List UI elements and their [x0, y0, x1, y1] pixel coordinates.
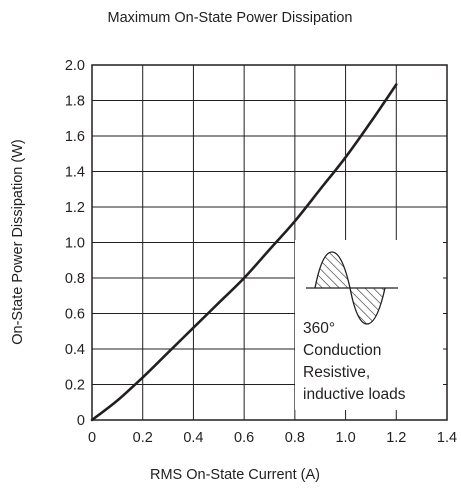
annotation-line-1: 360°	[303, 320, 335, 337]
x-tick-label: 0.6	[234, 430, 254, 446]
chart-title: Maximum On-State Power Dissipation	[108, 10, 353, 26]
y-tick-label: 1.6	[65, 129, 85, 145]
hatched-sine-wave-icon	[306, 251, 398, 325]
x-axis-label: RMS On-State Current (A)	[150, 467, 320, 483]
x-tick-label: 1.4	[437, 430, 457, 446]
y-tick-label: 1.2	[65, 200, 85, 216]
plot-area-frame	[91, 64, 448, 421]
x-tick-label: 0.8	[285, 430, 305, 446]
y-tick-label: 1.0	[65, 236, 85, 252]
y-tick-label: 0.4	[65, 342, 85, 358]
x-tick-label: 0	[88, 430, 96, 446]
x-tick-labels: 0 0.2 0.4 0.6 0.8 1.0 1.2 1.4	[88, 430, 457, 446]
series-group	[90, 83, 398, 422]
x-tick-label: 1.2	[386, 430, 406, 446]
annotation-line-2: Conduction	[303, 342, 381, 359]
y-tick-label: 1.4	[65, 165, 85, 181]
x-tick-label: 1.0	[335, 430, 355, 446]
annotation-line-3: Resistive,	[303, 364, 370, 381]
y-tick-label: 0.2	[65, 378, 85, 394]
y-tick-labels: 0 0.2 0.4 0.6 0.8 1.0 1.2 1.4 1.6 1.8 2.0	[65, 58, 85, 429]
annotation-line-4: inductive loads	[303, 386, 406, 403]
y-tick-label: 0.8	[65, 271, 85, 287]
x-tick-label: 0.2	[133, 430, 153, 446]
y-tick-label: 2.0	[65, 58, 85, 74]
y-tick-label: 0.6	[65, 307, 85, 323]
y-tick-label: 1.8	[65, 94, 85, 110]
y-axis-label: On-State Power Dissipation (W)	[10, 139, 26, 344]
series-line	[90, 83, 398, 422]
x-tick-label: 0.4	[183, 430, 203, 446]
y-tick-label: 0	[77, 413, 85, 429]
